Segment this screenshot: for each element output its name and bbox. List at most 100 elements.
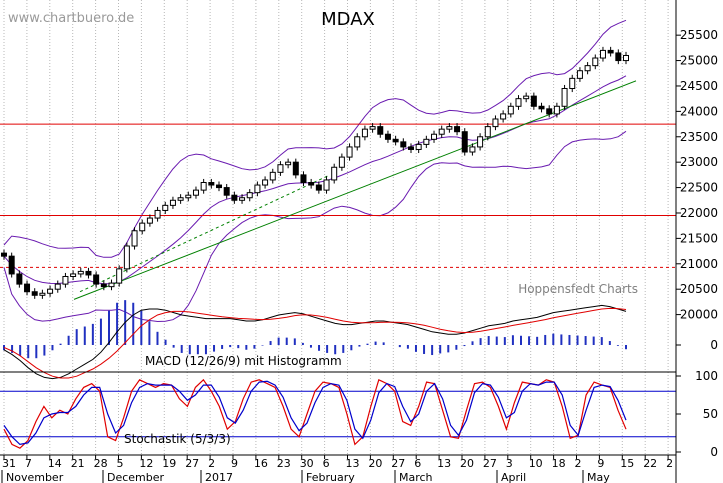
candle-body bbox=[200, 182, 207, 191]
candle-body bbox=[139, 222, 146, 232]
candle-body bbox=[1, 252, 7, 257]
candle-body bbox=[100, 283, 107, 288]
price-tick-label: 23000 bbox=[680, 155, 718, 169]
stochastic-lines bbox=[3, 378, 627, 449]
day-ticks: 31 7 14 21 28 5 12 19 27 2 9 16 23 30 6 13 20 27 6 13 20 27 3 1… bbox=[2, 455, 673, 470]
candle-body bbox=[177, 197, 184, 201]
day-tick-label: 6 bbox=[414, 457, 421, 470]
candle-body bbox=[300, 174, 307, 183]
day-tick-label: 12 bbox=[139, 457, 153, 470]
bollinger-upper-band bbox=[3, 19, 627, 258]
candlesticks bbox=[1, 46, 629, 299]
day-tick-label: 18 bbox=[552, 457, 566, 470]
day-tick-label: 27 bbox=[483, 457, 497, 470]
candle-body bbox=[569, 77, 576, 90]
candle-body bbox=[346, 146, 353, 158]
price-axis: 20000 20500 21000 21500 22000 22500 23000 23500… bbox=[676, 28, 718, 322]
month-labels: November December 2017 February March April Ma… bbox=[1, 470, 610, 483]
macd-series-line bbox=[3, 307, 627, 379]
stochastic-series-line bbox=[3, 380, 627, 446]
candle-body bbox=[31, 291, 38, 296]
candle-body bbox=[108, 282, 115, 288]
candle-body bbox=[169, 199, 176, 206]
candle-body bbox=[400, 141, 407, 148]
candle-body bbox=[392, 138, 399, 143]
stochastic-tick-label: 50 bbox=[703, 407, 718, 421]
candle-body bbox=[231, 194, 238, 201]
candle-body bbox=[223, 187, 230, 196]
macd-label: MACD (12/26/9) mit Histogramm bbox=[145, 354, 342, 368]
month-label: April bbox=[501, 471, 526, 483]
price-tick-label: 21000 bbox=[680, 257, 718, 271]
stochastic-label: Stochastik (5/3/3) bbox=[124, 432, 231, 446]
candle-body bbox=[584, 65, 591, 72]
price-tick-label: 24500 bbox=[680, 79, 718, 93]
candle-body bbox=[354, 136, 361, 148]
candle-body bbox=[208, 182, 215, 186]
month-label: February bbox=[306, 471, 355, 483]
price-panel: www.chartbuero.de MDAX Hoppensfedt Chart… bbox=[0, 9, 718, 323]
trendline bbox=[73, 80, 637, 300]
candle-body bbox=[507, 105, 514, 115]
day-tick-label: 5 bbox=[117, 457, 124, 470]
candle-body bbox=[561, 88, 568, 107]
stochastic-series-line bbox=[3, 378, 627, 449]
candle-body bbox=[277, 164, 284, 173]
candle-body bbox=[469, 146, 476, 153]
stochastic-panel: Stochastik (5/3/3) 0 50 100 bbox=[0, 369, 718, 459]
day-tick-label: 28 bbox=[94, 457, 108, 470]
candle-body bbox=[599, 49, 606, 59]
candle-body bbox=[538, 105, 545, 110]
day-tick-label: 10 bbox=[529, 457, 543, 470]
day-tick-label: 20 bbox=[460, 457, 474, 470]
day-tick-label: 27 bbox=[185, 457, 199, 470]
candle-body bbox=[285, 161, 292, 166]
candle-body bbox=[116, 268, 123, 284]
candle-body bbox=[39, 292, 46, 296]
candle-body bbox=[146, 217, 153, 224]
day-tick-label: 2 bbox=[575, 457, 582, 470]
candle-body bbox=[454, 126, 461, 133]
candle-body bbox=[331, 166, 338, 181]
day-tick-label: 15 bbox=[620, 457, 634, 470]
macd-axis: 0 bbox=[676, 338, 718, 352]
candle-body bbox=[246, 192, 253, 199]
day-tick-label: 16 bbox=[254, 457, 268, 470]
candle-body bbox=[77, 270, 84, 275]
bollinger-lower-band bbox=[3, 130, 627, 323]
day-tick-label: 23 bbox=[277, 457, 291, 470]
price-tick-label: 22500 bbox=[680, 181, 718, 195]
candle-body bbox=[423, 138, 430, 145]
candle-body bbox=[269, 171, 276, 181]
day-tick-label: 2 bbox=[208, 457, 215, 470]
candle-body bbox=[338, 156, 345, 168]
price-tick-label: 20000 bbox=[680, 308, 718, 322]
candle-body bbox=[369, 126, 376, 130]
candle-body bbox=[615, 52, 622, 62]
day-tick-label: 3 bbox=[506, 457, 513, 470]
month-label: May bbox=[587, 471, 610, 483]
candle-body bbox=[192, 189, 199, 196]
day-tick-label: 21 bbox=[71, 457, 85, 470]
day-tick-label: 31 bbox=[2, 457, 16, 470]
trendlines bbox=[73, 80, 637, 300]
candle-body bbox=[85, 270, 92, 276]
candle-body bbox=[438, 128, 445, 135]
candle-body bbox=[407, 146, 414, 150]
candle-body bbox=[239, 197, 246, 201]
price-tick-label: 21500 bbox=[680, 231, 718, 245]
candle-body bbox=[523, 95, 530, 100]
candle-body bbox=[16, 273, 23, 285]
candle-body bbox=[123, 245, 130, 270]
month-label: 2017 bbox=[205, 471, 233, 483]
watermark: www.chartbuero.de bbox=[8, 11, 134, 26]
day-tick-label: 22 bbox=[643, 457, 657, 470]
candle-body bbox=[70, 273, 77, 277]
macd-lines bbox=[3, 304, 627, 380]
vertical-grid bbox=[3, 0, 669, 455]
month-label: December bbox=[107, 471, 165, 483]
price-tick-label: 20500 bbox=[680, 282, 718, 296]
candle-body bbox=[461, 131, 468, 153]
stochastic-reference-lines bbox=[0, 390, 676, 438]
